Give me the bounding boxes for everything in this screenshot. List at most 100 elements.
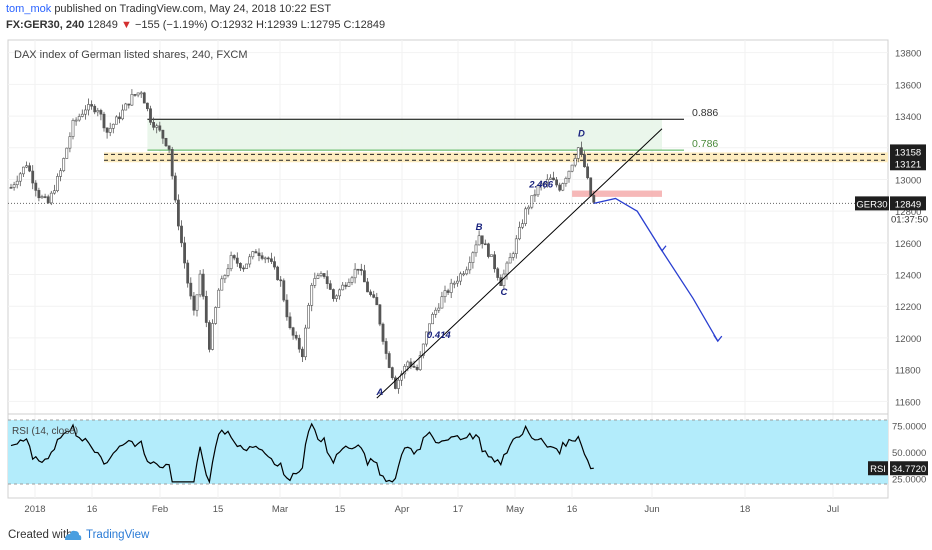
candle-body [201, 273, 205, 297]
candle-body [307, 305, 311, 329]
candle-body [350, 277, 354, 283]
x-tick-label: 15 [335, 504, 346, 515]
candle-body [142, 92, 146, 104]
candle-body [43, 196, 47, 198]
rsi-value-box [890, 461, 928, 476]
candle-body [440, 296, 444, 309]
candle-body [102, 113, 106, 129]
candle-body [226, 268, 230, 276]
x-tick-label: Apr [395, 504, 410, 515]
candle-body [297, 337, 301, 350]
candle-body [49, 192, 53, 204]
candle-body [183, 242, 187, 264]
candle-body [192, 295, 196, 311]
candle-body [146, 102, 149, 110]
tradingview-brand-link[interactable]: TradingView [86, 529, 150, 541]
candle-body [155, 125, 159, 128]
candle-body [508, 257, 512, 264]
tradingview-logo-icon [65, 530, 82, 540]
candle-body [269, 258, 273, 262]
candle-body [161, 129, 165, 139]
candle-body [530, 195, 534, 208]
candle-body [561, 183, 565, 191]
candle-body [208, 322, 211, 350]
candle-body [347, 282, 351, 287]
candle-body [59, 170, 63, 177]
down-arrow-icon: ▼ [120, 19, 132, 31]
candle-body [111, 123, 115, 129]
candle-body [164, 138, 168, 147]
candle-body [533, 194, 537, 197]
candle-body [366, 281, 369, 293]
candle-body [251, 251, 255, 258]
candle-body [375, 297, 379, 306]
candle-body [496, 268, 500, 278]
x-tick-label: Mar [272, 504, 288, 515]
price-chart[interactable]: 0.886 0.786 A 0.414 B C 2.466 D DAX index of G… [0, 36, 932, 520]
rsi-line [10, 422, 594, 484]
candle-body [552, 177, 555, 181]
candle-body [372, 294, 376, 298]
candle-body [232, 255, 236, 259]
x-axis: 2018 16 Feb 15 Mar 15 Apr 17 May 16 Jun 18 Jul [24, 504, 839, 515]
candle-body [459, 273, 462, 282]
candle-body [455, 280, 459, 284]
rsi-tick-label: 75.0000 [892, 421, 926, 432]
candle-body [567, 170, 571, 179]
candle-body [406, 361, 410, 367]
candle-body [524, 208, 528, 224]
symbol-name: FX:GER30, 240 [6, 19, 85, 31]
rsi-value-text: 34.7720 [892, 464, 926, 475]
candle-body [121, 109, 125, 120]
forecast-path [593, 197, 719, 342]
candle-body [77, 116, 81, 121]
candle-body [124, 103, 128, 111]
candle-body [548, 177, 552, 180]
candle-body [285, 299, 289, 318]
candle-body [369, 291, 373, 295]
candle-body [586, 166, 590, 179]
candle-body [198, 273, 202, 296]
last-price: 12849 [87, 19, 118, 31]
candle-body [431, 314, 435, 325]
username-link[interactable]: tom_mok [6, 3, 52, 15]
candle-body [96, 110, 100, 113]
candle-body [108, 127, 112, 133]
candle-body [331, 289, 335, 299]
candle-body [390, 367, 394, 379]
candle-body [462, 273, 466, 276]
published-text: published on TradingView.com, May 24, 20… [54, 3, 332, 15]
trendline [376, 128, 663, 399]
resistance-zone [104, 152, 888, 163]
x-tick-label: 16 [87, 504, 98, 515]
candle-body [223, 275, 227, 280]
rsi-tick-label: 25.0000 [892, 475, 926, 486]
candle-body [480, 235, 484, 245]
candle-body [80, 113, 84, 117]
candle-body [294, 334, 298, 339]
price-label-text: 13158 [895, 147, 921, 158]
candle-body [130, 94, 134, 106]
candle-body [486, 243, 490, 257]
candle-body [288, 316, 292, 329]
price-label-box [890, 196, 926, 211]
candle-body [71, 120, 75, 137]
candle-body [412, 365, 416, 368]
candle-body [242, 267, 245, 270]
rsi-label: RSI (14, close) [12, 426, 78, 437]
candle-body [564, 178, 568, 184]
candle-body [527, 206, 531, 210]
wave-label: 0.414 [427, 330, 451, 341]
candle-body [239, 263, 242, 269]
candle-body [149, 108, 152, 123]
y-tick-label: 11800 [895, 366, 921, 377]
candle-body [418, 355, 422, 370]
candle-body [589, 177, 593, 196]
symbol-info: FX:GER30, 240 12849 ▼ −155 (−1.19%) O:12… [6, 19, 385, 31]
candle-body [325, 276, 329, 284]
x-tick-label: 15 [213, 504, 224, 515]
candle-body [217, 289, 221, 308]
fib-level-label: 0.886 [692, 107, 718, 119]
publish-info: tom_mok published on TradingView.com, Ma… [6, 3, 331, 15]
